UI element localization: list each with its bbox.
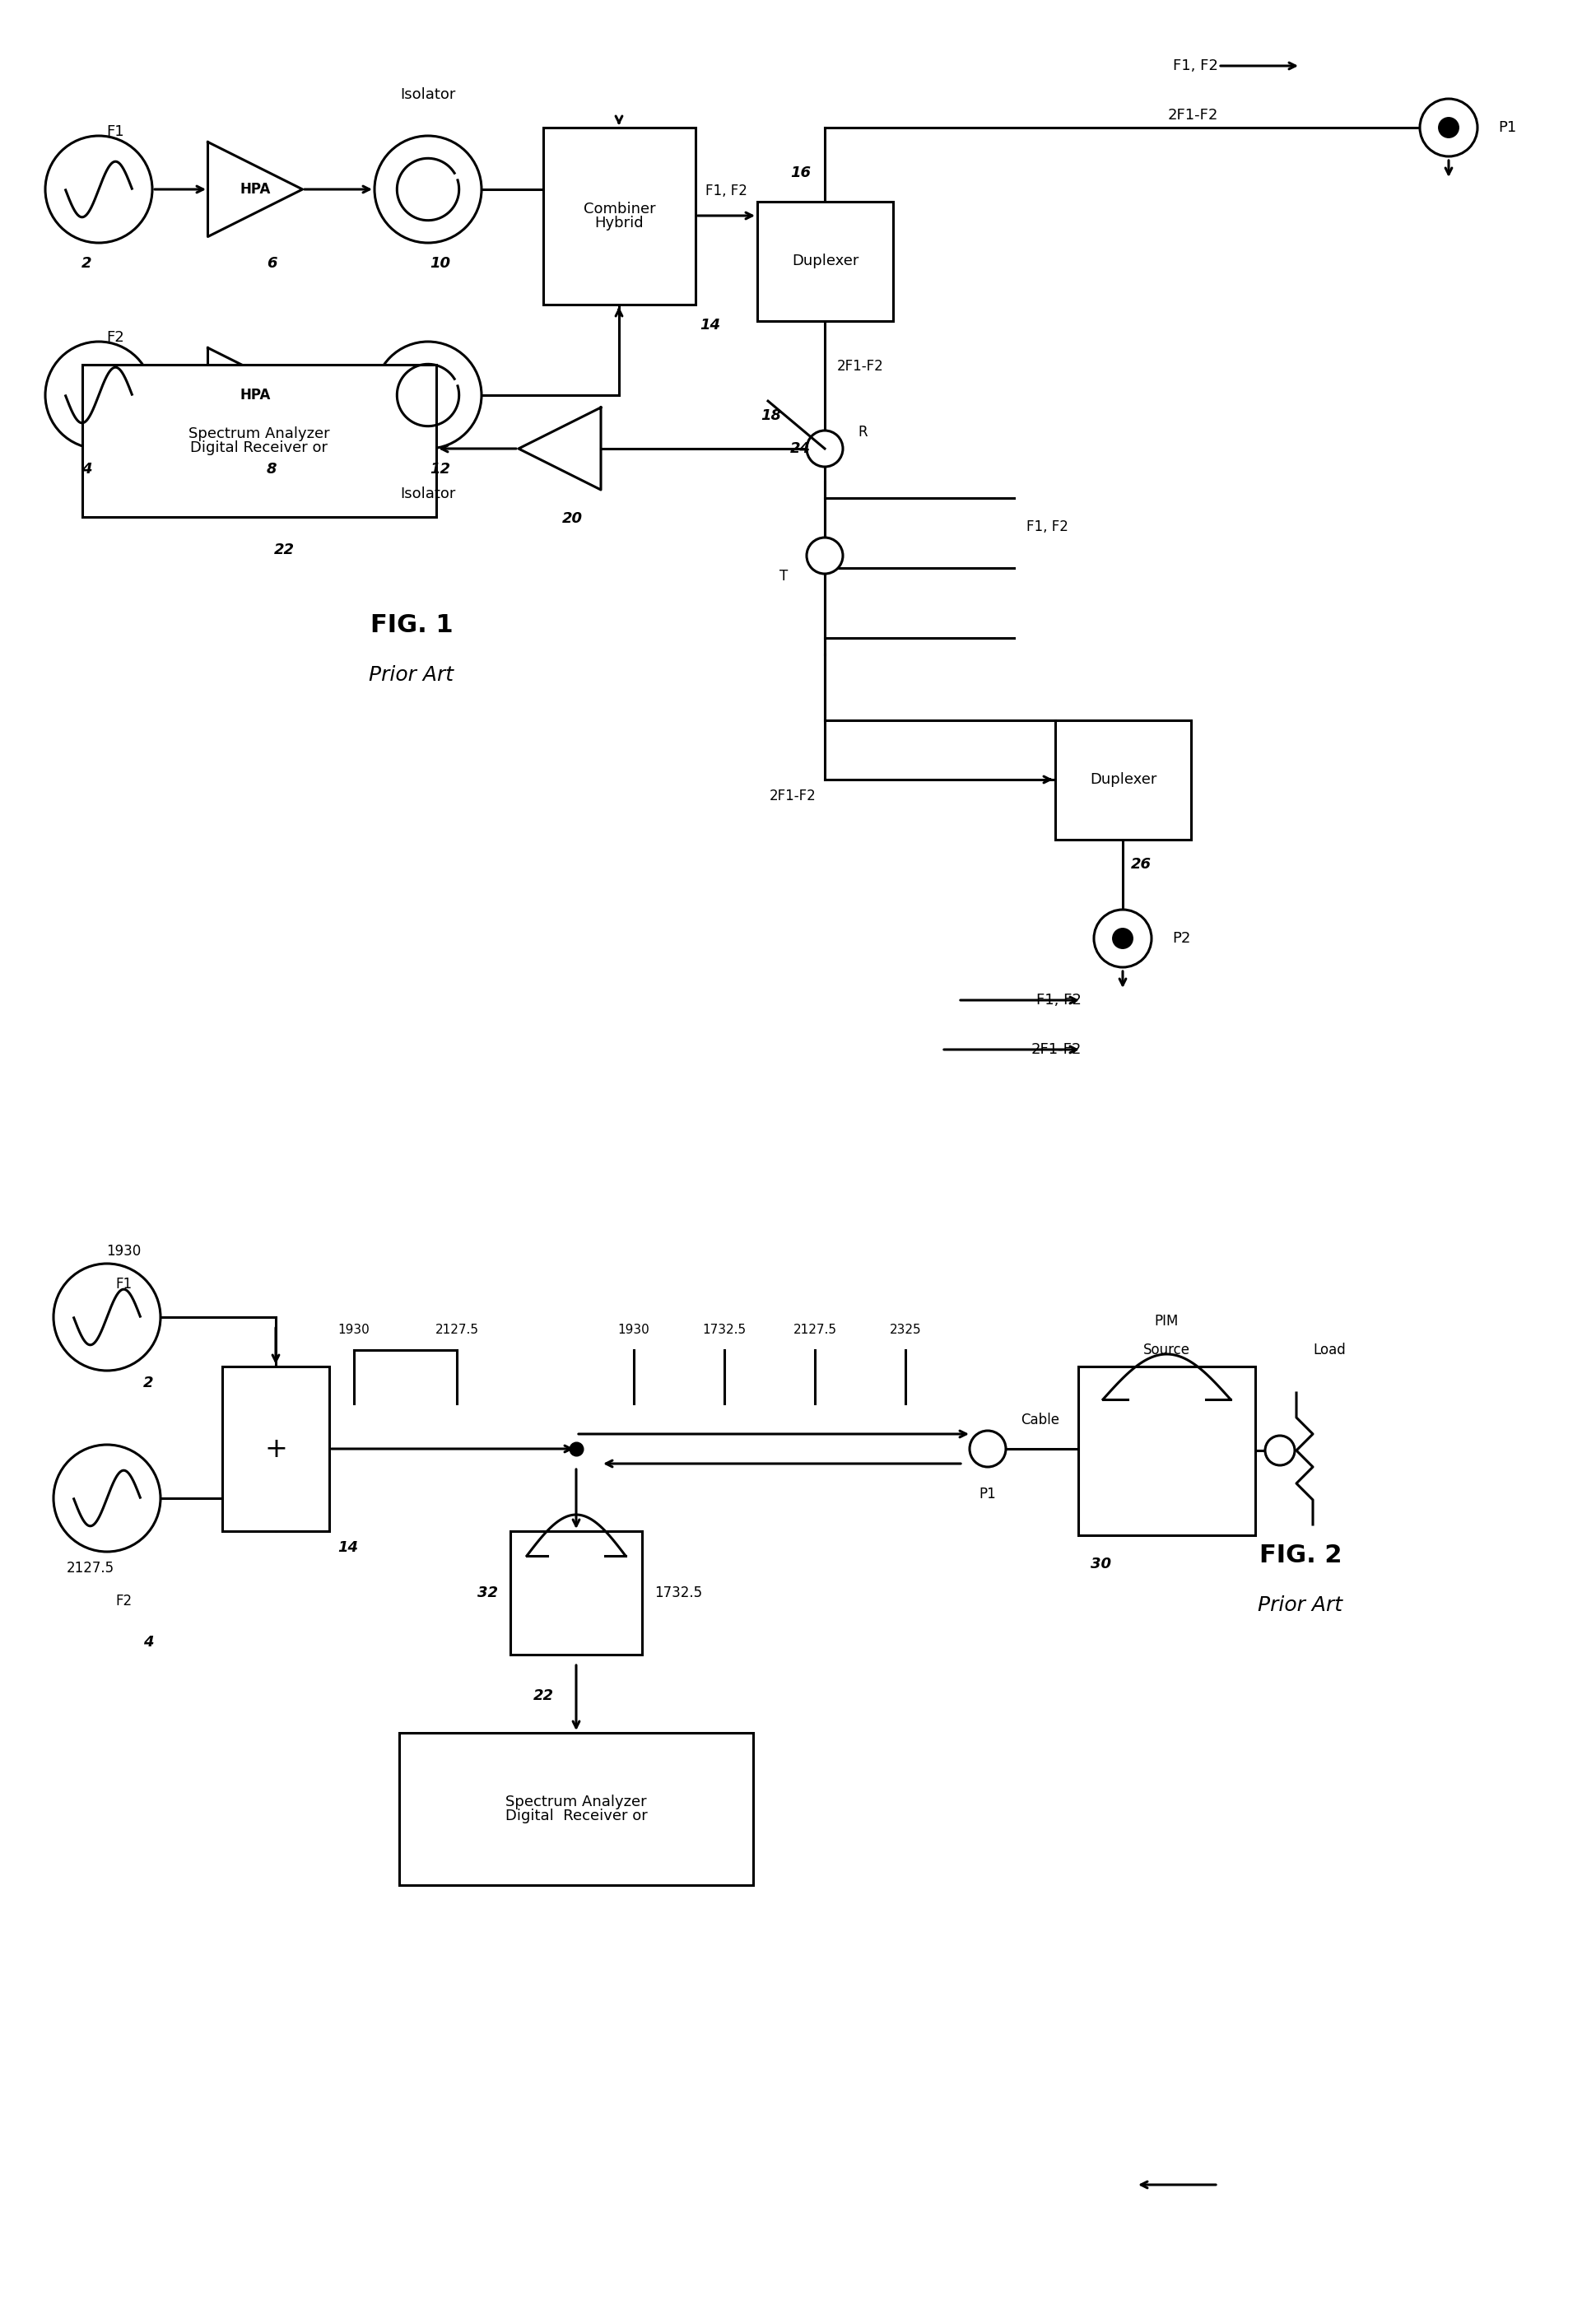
- Text: 2F1-F2: 2F1-F2: [769, 789, 816, 803]
- Text: 22: 22: [273, 543, 294, 557]
- Text: P1: P1: [978, 1486, 996, 1502]
- Text: 1930: 1930: [618, 1322, 650, 1336]
- Text: 14: 14: [699, 317, 720, 334]
- Text: Hybrid: Hybrid: [595, 216, 643, 230]
- Text: F2: F2: [115, 1594, 132, 1608]
- Text: F1, F2: F1, F2: [1173, 58, 1218, 74]
- Text: 2127.5: 2127.5: [67, 1562, 115, 1576]
- Circle shape: [54, 1263, 161, 1371]
- Text: 6: 6: [267, 255, 276, 271]
- Text: 2F1-F2: 2F1-F2: [1167, 108, 1218, 122]
- Circle shape: [45, 343, 152, 448]
- Text: Duplexer: Duplexer: [1088, 773, 1156, 787]
- Text: 22: 22: [533, 1688, 554, 1704]
- Text: 2325: 2325: [889, 1322, 921, 1336]
- Text: F1: F1: [115, 1276, 132, 1293]
- Bar: [1055, 720, 1191, 840]
- Text: FIG. 2: FIG. 2: [1259, 1543, 1341, 1569]
- Text: Spectrum Analyzer: Spectrum Analyzer: [188, 425, 330, 442]
- Text: Spectrum Analyzer: Spectrum Analyzer: [506, 1794, 646, 1810]
- Text: 26: 26: [1130, 858, 1151, 872]
- Text: 10: 10: [429, 255, 450, 271]
- Text: F1: F1: [107, 124, 124, 138]
- Text: 1930: 1930: [105, 1244, 140, 1258]
- Bar: [1077, 1366, 1254, 1536]
- Circle shape: [45, 136, 152, 244]
- Text: 12: 12: [429, 462, 450, 476]
- Bar: [222, 1366, 329, 1532]
- Text: 20: 20: [562, 511, 583, 527]
- Bar: [83, 366, 436, 518]
- Text: P2: P2: [1171, 932, 1191, 945]
- Text: 2127.5: 2127.5: [434, 1322, 479, 1336]
- Text: Duplexer: Duplexer: [792, 253, 859, 269]
- Bar: [511, 1532, 642, 1654]
- Bar: [757, 202, 892, 322]
- Text: R: R: [857, 425, 867, 439]
- Text: 2F1-F2: 2F1-F2: [1031, 1042, 1080, 1058]
- Circle shape: [375, 136, 482, 244]
- Circle shape: [1264, 1435, 1294, 1465]
- Text: Digital  Receiver or: Digital Receiver or: [504, 1808, 646, 1824]
- Circle shape: [375, 343, 482, 448]
- Text: 4: 4: [144, 1635, 153, 1649]
- Circle shape: [54, 1444, 161, 1553]
- Text: Isolator: Isolator: [401, 87, 455, 101]
- Text: F1, F2: F1, F2: [1036, 994, 1080, 1007]
- Text: 2F1-F2: 2F1-F2: [836, 359, 883, 373]
- Text: Isolator: Isolator: [401, 488, 455, 501]
- Circle shape: [806, 538, 843, 573]
- Text: 1930: 1930: [338, 1322, 370, 1336]
- Text: 16: 16: [790, 166, 811, 179]
- Text: HPA: HPA: [239, 182, 270, 198]
- Text: 32: 32: [477, 1585, 498, 1601]
- Bar: [399, 1732, 753, 1886]
- Text: HPA: HPA: [239, 389, 270, 402]
- Text: Digital Receiver or: Digital Receiver or: [190, 442, 327, 455]
- Text: 2127.5: 2127.5: [793, 1322, 836, 1336]
- Text: Load: Load: [1312, 1343, 1345, 1357]
- Text: F1, F2: F1, F2: [705, 184, 747, 198]
- Text: Prior Art: Prior Art: [1258, 1596, 1342, 1615]
- Text: 30: 30: [1090, 1557, 1111, 1571]
- Text: Combiner: Combiner: [583, 202, 654, 216]
- Text: Prior Art: Prior Art: [369, 665, 453, 685]
- Text: 1732.5: 1732.5: [702, 1322, 745, 1336]
- Text: F1, F2: F1, F2: [1026, 520, 1068, 534]
- Circle shape: [1438, 117, 1459, 138]
- Circle shape: [969, 1431, 1005, 1467]
- Text: 2: 2: [144, 1375, 153, 1391]
- Circle shape: [1112, 929, 1132, 948]
- Text: PIM: PIM: [1154, 1313, 1178, 1329]
- Circle shape: [1419, 99, 1476, 156]
- Circle shape: [806, 430, 843, 467]
- Text: Cable: Cable: [1020, 1412, 1058, 1428]
- Text: +: +: [263, 1435, 287, 1463]
- Text: 2: 2: [81, 255, 91, 271]
- Text: F2: F2: [107, 331, 124, 345]
- Text: 4: 4: [81, 462, 91, 476]
- Text: P1: P1: [1497, 120, 1516, 136]
- Text: Source: Source: [1143, 1343, 1189, 1357]
- Text: 24: 24: [790, 442, 809, 455]
- Text: 18: 18: [761, 409, 780, 423]
- Text: FIG. 1: FIG. 1: [370, 614, 453, 637]
- Text: 14: 14: [337, 1541, 358, 1555]
- Text: 1732.5: 1732.5: [654, 1585, 702, 1601]
- Text: 8: 8: [267, 462, 276, 476]
- Circle shape: [1093, 908, 1151, 968]
- Text: T: T: [779, 568, 787, 584]
- Bar: [543, 126, 696, 304]
